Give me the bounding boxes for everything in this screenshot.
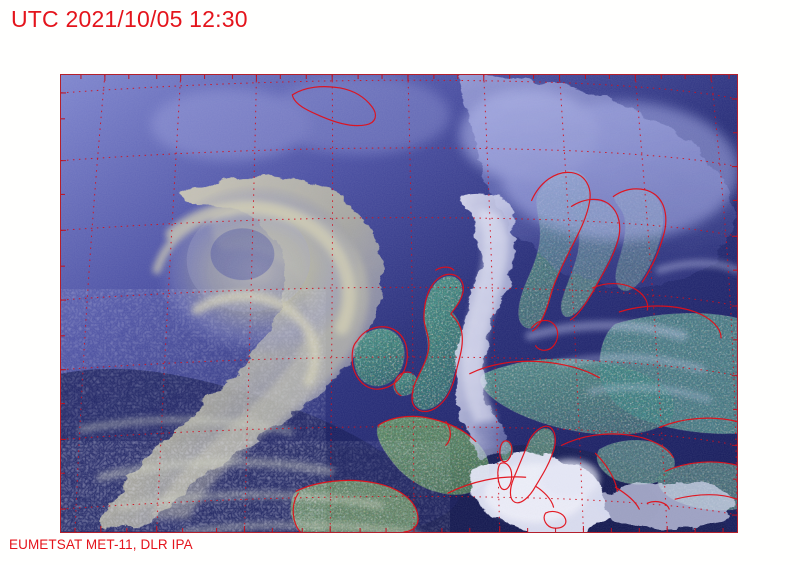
border-ticks bbox=[61, 75, 737, 532]
page-title: UTC 2021/10/05 12:30 bbox=[11, 6, 248, 32]
graticule-overlay bbox=[61, 75, 737, 532]
coastline-overlay bbox=[291, 86, 737, 532]
image-source-caption: EUMETSAT MET-11, DLR IPA bbox=[9, 537, 193, 552]
satellite-image-frame bbox=[60, 74, 738, 533]
satellite-image-canvas bbox=[61, 75, 737, 532]
